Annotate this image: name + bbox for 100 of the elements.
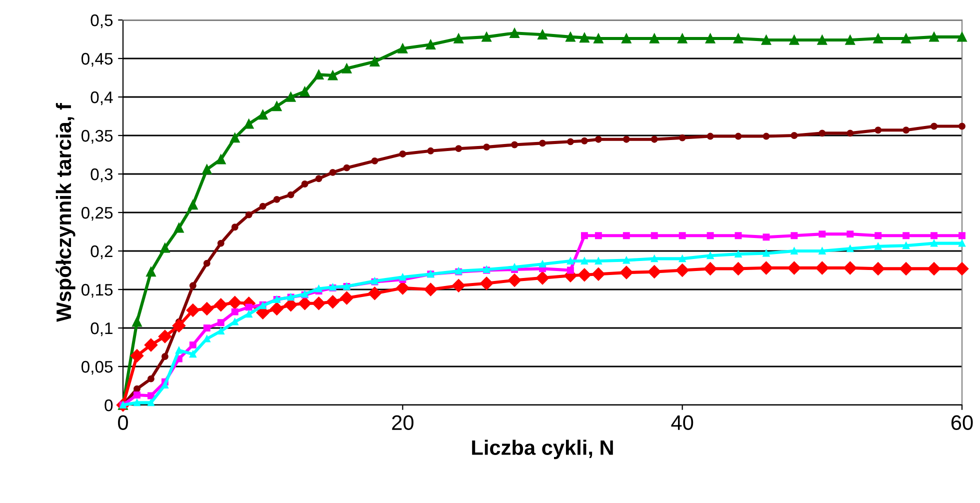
point bbox=[482, 32, 492, 42]
point bbox=[872, 262, 885, 276]
point bbox=[592, 268, 606, 281]
point bbox=[161, 382, 168, 388]
point bbox=[340, 291, 354, 305]
point bbox=[315, 175, 322, 182]
point bbox=[734, 132, 742, 140]
point bbox=[817, 35, 828, 45]
point bbox=[186, 304, 200, 317]
point bbox=[130, 349, 144, 362]
x-tick-label: 20 bbox=[392, 415, 414, 430]
point bbox=[398, 44, 408, 54]
y-tick-label: 0,3 bbox=[90, 168, 113, 182]
point bbox=[426, 40, 436, 50]
point bbox=[272, 101, 282, 112]
point bbox=[594, 34, 604, 44]
point bbox=[231, 308, 238, 316]
point bbox=[539, 260, 546, 268]
y-tick-label: 0,4 bbox=[90, 91, 113, 106]
y-axis-title: Współczynnik tarcia, f bbox=[56, 103, 76, 322]
point bbox=[790, 132, 798, 139]
point bbox=[217, 240, 224, 247]
point bbox=[845, 35, 855, 45]
point bbox=[622, 232, 630, 240]
point bbox=[427, 147, 434, 154]
point bbox=[424, 282, 438, 296]
point bbox=[452, 279, 466, 292]
point bbox=[788, 261, 801, 275]
point bbox=[816, 261, 829, 275]
point bbox=[315, 285, 322, 292]
point bbox=[594, 136, 602, 143]
point bbox=[678, 232, 686, 240]
y-tick-label: 0,15 bbox=[81, 284, 113, 298]
point bbox=[370, 56, 380, 66]
point bbox=[158, 330, 172, 344]
point bbox=[734, 250, 742, 258]
point bbox=[874, 242, 882, 250]
point bbox=[929, 32, 939, 42]
point bbox=[678, 134, 686, 142]
point bbox=[622, 34, 632, 44]
point bbox=[594, 258, 602, 264]
point bbox=[508, 274, 522, 287]
point bbox=[214, 298, 228, 312]
point bbox=[511, 141, 518, 148]
point bbox=[874, 126, 882, 134]
point bbox=[580, 258, 588, 264]
point bbox=[650, 34, 660, 44]
point bbox=[511, 264, 518, 271]
point bbox=[245, 304, 252, 311]
point bbox=[818, 230, 826, 238]
point bbox=[705, 34, 716, 44]
point bbox=[846, 130, 854, 137]
point bbox=[901, 34, 911, 44]
point bbox=[676, 264, 689, 277]
point bbox=[706, 252, 714, 260]
point bbox=[134, 399, 140, 406]
point bbox=[874, 232, 882, 240]
y-tick-label: 0 bbox=[104, 399, 113, 412]
point bbox=[231, 318, 238, 326]
point bbox=[147, 399, 154, 406]
point bbox=[286, 92, 296, 102]
y-tick-label: 0,1 bbox=[90, 322, 112, 336]
point bbox=[927, 262, 941, 276]
y-tick-label: 0,45 bbox=[81, 52, 113, 67]
point bbox=[578, 268, 592, 282]
point bbox=[732, 262, 745, 276]
point bbox=[147, 375, 154, 382]
point bbox=[258, 110, 268, 120]
point bbox=[200, 302, 214, 316]
point bbox=[566, 258, 574, 264]
point bbox=[298, 296, 312, 310]
point bbox=[217, 328, 224, 335]
point bbox=[622, 256, 630, 264]
point bbox=[566, 32, 576, 42]
point bbox=[203, 335, 210, 342]
point bbox=[761, 35, 772, 45]
point bbox=[312, 296, 326, 310]
point bbox=[245, 310, 252, 318]
point bbox=[189, 282, 196, 290]
point bbox=[134, 392, 140, 398]
point bbox=[368, 286, 382, 300]
point bbox=[172, 319, 186, 332]
point bbox=[326, 295, 340, 308]
point bbox=[510, 28, 520, 38]
point bbox=[734, 232, 742, 240]
point bbox=[899, 262, 913, 276]
y-tick-label: 0,35 bbox=[81, 130, 113, 144]
point bbox=[203, 260, 210, 267]
x-tick-label: 60 bbox=[951, 415, 973, 430]
point bbox=[454, 34, 464, 44]
point bbox=[483, 144, 490, 151]
point bbox=[704, 262, 717, 276]
point bbox=[930, 122, 938, 130]
point bbox=[818, 248, 826, 254]
point bbox=[273, 196, 280, 203]
point bbox=[648, 265, 661, 278]
point bbox=[202, 164, 212, 174]
point bbox=[566, 266, 574, 274]
point bbox=[399, 150, 406, 158]
point bbox=[160, 243, 170, 253]
